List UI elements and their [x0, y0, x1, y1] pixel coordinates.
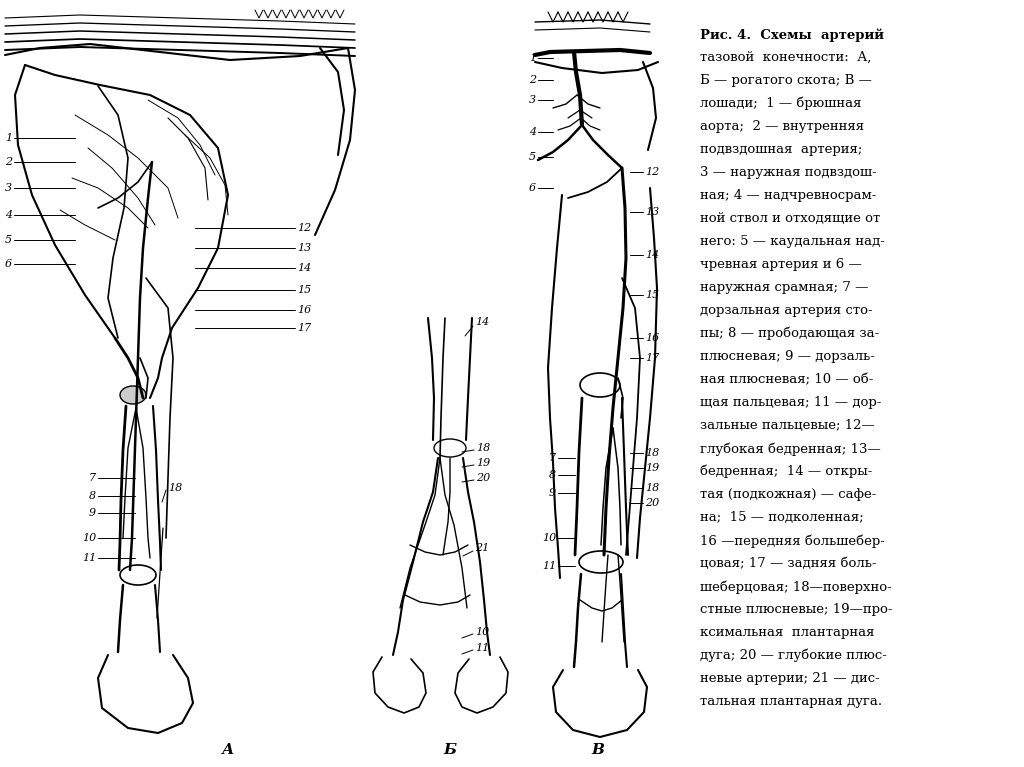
- Text: 14: 14: [645, 250, 659, 260]
- Text: 10: 10: [475, 627, 489, 637]
- Text: 6: 6: [528, 183, 536, 193]
- Text: 15: 15: [297, 285, 311, 295]
- Text: А: А: [222, 743, 234, 757]
- Text: Рис. 4.  Схемы  артерий: Рис. 4. Схемы артерий: [700, 28, 884, 41]
- Text: ксимальная  плантарная: ксимальная плантарная: [700, 626, 874, 639]
- Text: 17: 17: [645, 353, 659, 363]
- Text: 1: 1: [528, 53, 536, 63]
- Text: 4: 4: [5, 210, 12, 220]
- Text: 18: 18: [645, 483, 659, 493]
- Text: тая (подкожная) — сафе-: тая (подкожная) — сафе-: [700, 488, 877, 501]
- Text: ной ствол и отходящие от: ной ствол и отходящие от: [700, 212, 881, 225]
- Text: 2: 2: [528, 75, 536, 85]
- Text: 12: 12: [297, 223, 311, 233]
- Text: 18: 18: [168, 483, 182, 493]
- Text: дорзальная артерия сто-: дорзальная артерия сто-: [700, 304, 872, 317]
- Text: тальная плантарная дуга.: тальная плантарная дуга.: [700, 695, 882, 708]
- Text: 15: 15: [645, 290, 659, 300]
- Text: 11: 11: [475, 643, 489, 653]
- Text: 1: 1: [5, 133, 12, 143]
- Text: лошади;  1 — брюшная: лошади; 1 — брюшная: [700, 97, 861, 110]
- Text: 10: 10: [542, 533, 556, 543]
- Text: 9: 9: [89, 508, 96, 518]
- Text: 4: 4: [528, 127, 536, 137]
- Text: ная; 4 — надчревносрам-: ная; 4 — надчревносрам-: [700, 189, 877, 202]
- Text: аорта;  2 — внутренняя: аорта; 2 — внутренняя: [700, 120, 864, 133]
- Text: 19: 19: [645, 463, 659, 473]
- Text: 8: 8: [549, 470, 556, 480]
- Text: цовая; 17 — задняя боль-: цовая; 17 — задняя боль-: [700, 557, 877, 570]
- Text: наружная срамная; 7 —: наружная срамная; 7 —: [700, 281, 868, 294]
- Text: 12: 12: [645, 167, 659, 177]
- Text: 16 —передняя большебер-: 16 —передняя большебер-: [700, 534, 885, 548]
- Text: 10: 10: [82, 533, 96, 543]
- Text: шеберцовая; 18—поверхно-: шеберцовая; 18—поверхно-: [700, 580, 892, 594]
- Text: бедренная;  14 — откры-: бедренная; 14 — откры-: [700, 465, 872, 479]
- Text: зальные пальцевые; 12—: зальные пальцевые; 12—: [700, 419, 874, 432]
- Text: дуга; 20 — глубокие плюс-: дуга; 20 — глубокие плюс-: [700, 649, 887, 663]
- Text: 14: 14: [475, 317, 489, 327]
- Text: 11: 11: [82, 553, 96, 563]
- Text: 13: 13: [645, 207, 659, 217]
- Text: 9: 9: [549, 488, 556, 498]
- Text: 20: 20: [645, 498, 659, 508]
- Text: 3: 3: [5, 183, 12, 193]
- Text: ная плюсневая; 10 — об-: ная плюсневая; 10 — об-: [700, 373, 873, 386]
- Text: 19: 19: [476, 458, 490, 468]
- Text: 14: 14: [297, 263, 311, 273]
- Text: Б — рогатого скота; В —: Б — рогатого скота; В —: [700, 74, 871, 87]
- Text: 7: 7: [89, 473, 96, 483]
- Text: плюсневая; 9 — дорзаль-: плюсневая; 9 — дорзаль-: [700, 350, 874, 363]
- Text: 11: 11: [542, 561, 556, 571]
- Text: 18: 18: [645, 448, 659, 458]
- Text: 2: 2: [5, 157, 12, 167]
- Text: В: В: [592, 743, 604, 757]
- Text: 20: 20: [476, 473, 490, 483]
- Text: 13: 13: [297, 243, 311, 253]
- Text: на;  15 — подколенная;: на; 15 — подколенная;: [700, 511, 864, 524]
- Text: 18: 18: [476, 443, 490, 453]
- Text: 5: 5: [5, 235, 12, 245]
- Text: 6: 6: [5, 259, 12, 269]
- Text: 16: 16: [297, 305, 311, 315]
- Text: 3 — наружная подвздош-: 3 — наружная подвздош-: [700, 166, 877, 179]
- Text: щая пальцевая; 11 — дор-: щая пальцевая; 11 — дор-: [700, 396, 882, 409]
- Text: стные плюсневые; 19—про-: стные плюсневые; 19—про-: [700, 603, 893, 616]
- Text: Б: Б: [443, 743, 457, 757]
- Ellipse shape: [120, 386, 146, 404]
- Text: 5: 5: [528, 152, 536, 162]
- Text: 8: 8: [89, 491, 96, 501]
- Text: 17: 17: [297, 323, 311, 333]
- Text: подвздошная  артерия;: подвздошная артерия;: [700, 143, 862, 156]
- Text: чревная артерия и 6 —: чревная артерия и 6 —: [700, 258, 862, 271]
- Text: 21: 21: [475, 543, 489, 553]
- Text: невые артерии; 21 — дис-: невые артерии; 21 — дис-: [700, 672, 880, 685]
- Text: 7: 7: [549, 453, 556, 463]
- Text: глубокая бедренная; 13—: глубокая бедренная; 13—: [700, 442, 881, 456]
- Text: 16: 16: [645, 333, 659, 343]
- Text: пы; 8 — прободающая за-: пы; 8 — прободающая за-: [700, 327, 880, 341]
- Text: тазовой  конечности:  А,: тазовой конечности: А,: [700, 51, 871, 64]
- Text: него: 5 — каудальная над-: него: 5 — каудальная над-: [700, 235, 885, 248]
- Text: 3: 3: [528, 95, 536, 105]
